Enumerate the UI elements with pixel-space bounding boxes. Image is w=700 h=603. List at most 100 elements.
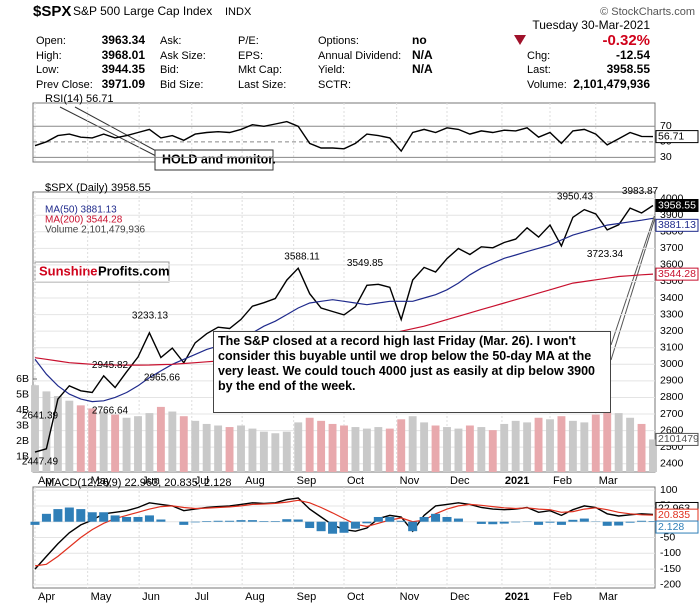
x-tick-label: Jun xyxy=(142,475,160,487)
volume-bar xyxy=(523,422,532,472)
macd-histogram-bar xyxy=(648,521,658,522)
macd-histogram-bar xyxy=(362,521,372,524)
stat-value: 2,101,479,936 xyxy=(573,77,650,91)
macd-histogram-bar xyxy=(122,516,132,522)
volume-bar xyxy=(111,414,120,472)
x-tick-label: Dec xyxy=(450,475,470,487)
macd-histogram-bar xyxy=(133,516,143,522)
volume-bar xyxy=(351,427,360,472)
volume-bar xyxy=(168,411,177,472)
volume-bar xyxy=(580,422,589,472)
volume-bar xyxy=(511,420,520,472)
stat-label: Chg: xyxy=(527,50,550,62)
index-name: S&P 500 Large Cap Index xyxy=(73,4,212,18)
macd-histogram-bar xyxy=(282,519,292,522)
x-tick-label: May xyxy=(91,591,112,603)
volume-bar xyxy=(76,405,85,472)
macd-histogram-bar xyxy=(99,512,109,522)
macd-histogram-bar xyxy=(534,521,544,525)
volume-bar xyxy=(237,425,245,472)
volume-bar xyxy=(454,428,463,472)
x-tick-label: Oct xyxy=(347,591,364,603)
macd-histogram-bar xyxy=(350,521,360,529)
volume-bar xyxy=(591,414,600,472)
y-tick-label: 100 xyxy=(660,484,678,496)
x-tick-label: Jun xyxy=(142,591,160,603)
logo-sunshine: Sunshine xyxy=(39,263,98,278)
price-label: 3588.11 xyxy=(284,252,320,263)
stat-label: EPS: xyxy=(238,50,263,62)
x-tick-label: Apr xyxy=(38,591,55,603)
panel-legend: MACD(12,26,9) 22.963, 20.835, 2.128 xyxy=(45,477,232,489)
panel-legend: $SPX (Daily) 3958.55 xyxy=(45,182,151,194)
macd-histogram-bar xyxy=(144,515,154,522)
y-tick-label: 2400 xyxy=(660,457,684,469)
logo-profits: Profits.com xyxy=(98,263,170,278)
stat-value: -12.54 xyxy=(616,48,650,62)
stat-label: Low: xyxy=(36,64,59,76)
hold-box xyxy=(154,149,274,171)
value-box-label: 3881.13 xyxy=(658,219,696,231)
value-box xyxy=(655,432,699,446)
macd-histogram-bar xyxy=(236,520,246,522)
stat-value: 3944.35 xyxy=(102,62,146,76)
stat-label: Annual Dividend: xyxy=(318,50,401,62)
stat-label: P/E: xyxy=(238,35,259,47)
stat-label: Open: xyxy=(36,35,66,47)
stat-label: Mkt Cap: xyxy=(238,64,282,76)
macd-histogram-bar xyxy=(202,521,212,522)
volume-tick-label: 3B xyxy=(16,419,29,431)
macd-histogram-bar xyxy=(545,521,555,523)
value-box xyxy=(655,520,699,534)
volume-bar xyxy=(362,428,371,472)
credit: © StockCharts.com xyxy=(600,6,695,18)
volume-legend: Volume 2,101,479,936 xyxy=(45,225,146,236)
y-tick-label: 3300 xyxy=(660,308,684,320)
stat-value: 3958.55 xyxy=(607,62,651,76)
x-tick-label: Sep xyxy=(297,591,317,603)
price-label: 3549.85 xyxy=(347,258,384,269)
macd-histogram-bar xyxy=(328,521,338,534)
stat-value: 3971.09 xyxy=(102,77,146,91)
macd-histogram-bar xyxy=(64,507,74,522)
volume-bar xyxy=(191,420,200,472)
x-tick-label: 2021 xyxy=(505,591,529,603)
x-tick-label: Jul xyxy=(195,591,209,603)
volume-bar xyxy=(271,433,280,472)
volume-bar xyxy=(53,396,62,472)
volume-bar xyxy=(88,408,97,472)
volume-tick-label: 6B xyxy=(16,373,29,385)
price-label: 2447.49 xyxy=(22,456,59,467)
change-pct: -0.32% xyxy=(602,32,650,49)
y-tick-label: -200 xyxy=(660,579,681,591)
volume-bar xyxy=(534,417,543,472)
y-tick-label: -50 xyxy=(660,531,675,543)
macd-histogram-bar xyxy=(156,519,166,522)
x-tick-label: Aug xyxy=(245,475,265,487)
macd-histogram-bar xyxy=(419,516,429,522)
macd-histogram-bar xyxy=(179,521,189,525)
stat-label: Bid: xyxy=(160,64,179,76)
x-tick-label: Aug xyxy=(245,591,265,603)
volume-bar xyxy=(225,427,234,472)
down-arrow xyxy=(514,35,526,45)
macd-histogram-bar xyxy=(110,515,120,522)
value-box xyxy=(655,218,699,232)
stat-value: no xyxy=(412,33,427,47)
x-tick-label: Nov xyxy=(400,475,420,487)
macd-histogram-bar xyxy=(270,521,280,522)
volume-bar xyxy=(500,423,509,472)
volume-bar xyxy=(328,423,337,472)
volume-bar xyxy=(637,423,646,472)
macd-histogram-bar xyxy=(476,521,486,524)
y-tick-label: 70 xyxy=(660,120,672,132)
price-label: 3983.87 xyxy=(622,186,659,197)
date: Tuesday 30-Mar-2021 xyxy=(532,18,650,32)
stat-label: SCTR: xyxy=(318,79,351,91)
volume-bar xyxy=(397,419,406,472)
macd-histogram-bar xyxy=(305,521,315,529)
volume-bar xyxy=(122,417,131,472)
price-label: 3950.43 xyxy=(557,191,594,202)
volume-tick-label: 1B xyxy=(16,450,29,462)
